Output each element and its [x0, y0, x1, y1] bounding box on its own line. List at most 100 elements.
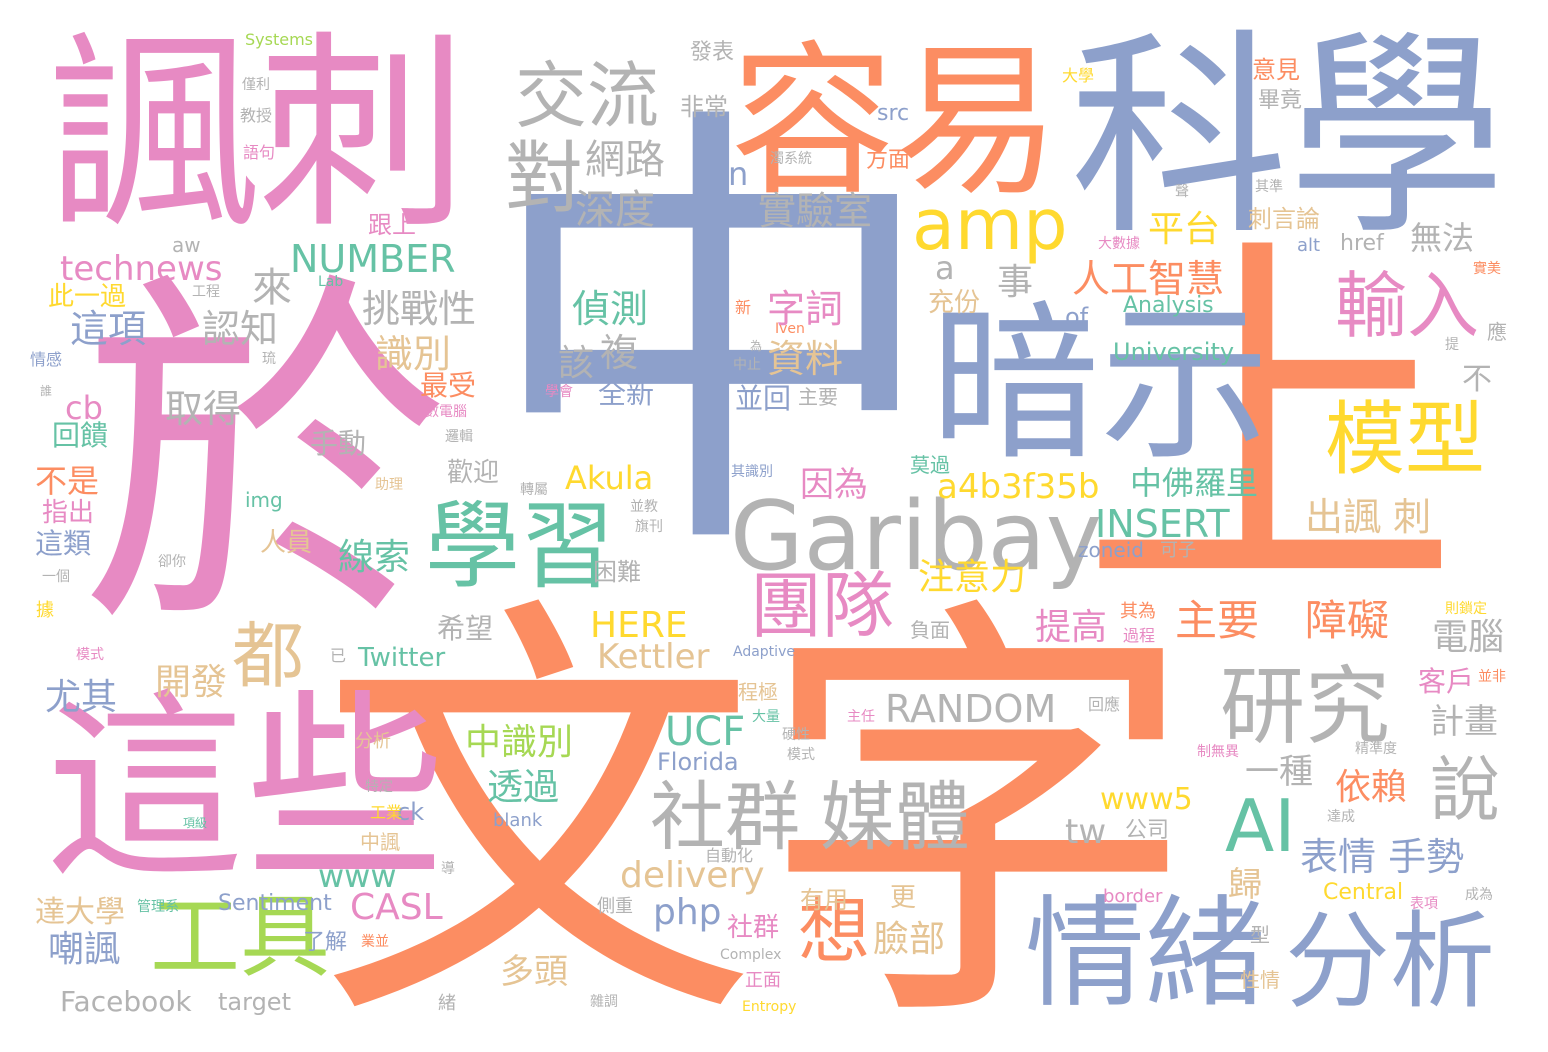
word-gongye: 工業 — [370, 803, 403, 822]
word-moxing: 模型 — [1325, 393, 1485, 486]
word-bu: 不 — [1462, 362, 1492, 397]
word-yanjiu: 研究 — [1220, 658, 1391, 757]
word-guanlixi: 管理系 — [137, 899, 179, 915]
word-ziliao: 資料 — [767, 337, 844, 381]
word-xiwang: 希望 — [437, 612, 494, 645]
word-casl: CASL — [350, 887, 443, 928]
word-lianbu: 臉部 — [873, 919, 946, 960]
word-jingzhundu: 精準度 — [1355, 741, 1397, 757]
word-shimei: 實美 — [1473, 261, 1501, 277]
word-zesuoding: 則鎖定 — [1445, 601, 1487, 617]
word-systems: Systems — [245, 30, 313, 49]
word-xingqing: 性情 — [1240, 968, 1280, 992]
word-moguo: 莫過 — [910, 453, 950, 477]
word-liu: 琉 — [262, 351, 276, 367]
word-fengci: 諷刺 — [48, 12, 469, 257]
word-zoneid: zoneid — [1078, 538, 1144, 562]
word-fenxi-small: 分析 — [355, 731, 391, 752]
word-chongfen: 充份 — [928, 288, 981, 318]
word-a: a — [935, 249, 955, 287]
word-yige: 一個 — [42, 569, 70, 585]
word-ucf: UCF — [665, 709, 746, 755]
word-qingxu: 情緒 — [1025, 885, 1265, 1024]
word-xiangji: 項級 — [183, 816, 208, 830]
word-dadaxue: 達大學 — [35, 895, 125, 930]
word-insert: INSERT — [1095, 502, 1230, 546]
word-shui: 誰 — [40, 384, 53, 398]
word-kunnan: 困難 — [593, 558, 641, 586]
word-shequn: 社群 — [650, 773, 801, 861]
word-queni: 卻你 — [158, 554, 186, 570]
word-zhengmian: 正面 — [745, 970, 781, 991]
word-twitter: Twitter — [358, 643, 446, 673]
word-zhuyao: 主要 — [1175, 596, 1260, 645]
word-zhongzhi: 中止 — [733, 357, 761, 373]
word-ciyiguo: 此一過 — [48, 282, 127, 312]
word-biaoxiang: 表項 — [1410, 896, 1438, 912]
word-huikui: 回饋 — [52, 419, 109, 452]
word-teding: 特定 — [365, 779, 393, 795]
word-bushi: 不是 — [35, 462, 100, 500]
word-shudiannao: 數電腦 — [425, 404, 467, 420]
word-zhuli: 助理 — [375, 477, 403, 493]
word-bijing: 畢竟 — [1258, 88, 1303, 113]
word-shuru: 輸入 — [1335, 264, 1480, 348]
word-amp: amp — [912, 184, 1068, 266]
word-shiyanshi: 實驗室 — [758, 189, 873, 233]
word-fabiao: 發表 — [690, 40, 735, 65]
word-shendu: 深度 — [575, 187, 655, 233]
word-adaptive: Adaptive — [733, 644, 795, 660]
word-geng: 更 — [890, 883, 917, 913]
word-garibay: Garibay — [730, 482, 1103, 592]
word-fumian: 負面 — [910, 618, 950, 642]
word-tigao: 提高 — [1035, 607, 1108, 648]
word-zhexiang: 這項 — [70, 307, 147, 351]
word-rongyi: 容易 — [730, 26, 1060, 218]
word-zhuyili: 注意力 — [918, 557, 1027, 598]
word-zhong: 中 — [482, 72, 942, 607]
word-dou: 都 — [232, 614, 305, 698]
word-duotou: 多頭 — [500, 952, 568, 992]
word-yinwei: 因為 — [800, 465, 868, 505]
word-xuehui: 學會 — [545, 384, 573, 400]
word-biaoqing-shoushi: 表情 手勢 — [1300, 835, 1465, 879]
word-shequn-small: 社群 — [727, 913, 780, 943]
word-zhangai: 障礙 — [1305, 596, 1390, 645]
word-border: border — [1103, 886, 1163, 907]
word-ju: 據 — [36, 600, 54, 621]
word-zuishou: 最受 — [420, 369, 477, 402]
word-complex: Complex — [720, 947, 782, 963]
word-fenxi: 分析 — [1285, 901, 1496, 1023]
word-xiansuo: 線索 — [338, 537, 411, 578]
word-ciyanlun: 刺言論 — [1248, 205, 1320, 233]
word-gui: 歸 — [1228, 865, 1262, 905]
word-qishibie: 其識別 — [731, 464, 773, 480]
word-href: href — [1340, 231, 1384, 256]
word-bingfei: 並非 — [1478, 669, 1506, 685]
word-zhexie: 這些 — [45, 673, 446, 906]
word-shoudong: 手動 — [310, 427, 367, 460]
word-here: HERE — [590, 605, 688, 646]
word-shibie: 識別 — [375, 332, 452, 376]
word-luoji: 邏輯 — [445, 429, 473, 445]
word-random: RANDOM — [885, 687, 1057, 731]
word-kaifa: 開發 — [155, 662, 228, 703]
word-quanxin: 全新 — [598, 377, 655, 410]
word-cezhong: 側重 — [597, 896, 633, 917]
word-number: NUMBER — [290, 237, 456, 281]
word-youqi: 尤其 — [45, 677, 118, 718]
word-liaojie: 了解 — [303, 930, 348, 955]
word-meiti: 媒體 — [820, 773, 971, 861]
word-kexue: 科學 — [1070, 12, 1506, 265]
word-chengji: 程極 — [738, 680, 778, 704]
word-n: n — [728, 155, 749, 193]
word-sheng: 聲 — [1175, 184, 1189, 200]
word-sentiment: Sentiment — [218, 891, 332, 916]
word-daxue: 大學 — [1062, 66, 1095, 85]
word-youyong: 有用 — [800, 886, 848, 914]
word-wei: 為 — [750, 339, 763, 353]
word-university: University — [1113, 338, 1235, 366]
word-www: www — [318, 857, 397, 895]
word-gai: 該 — [558, 343, 595, 384]
